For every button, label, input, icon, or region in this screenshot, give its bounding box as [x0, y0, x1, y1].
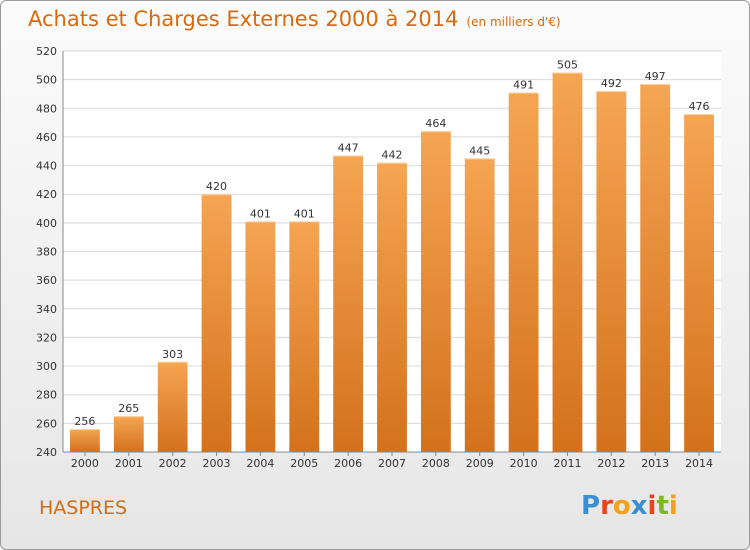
y-tick-label: 340 [36, 303, 57, 316]
logo-letter: o [612, 491, 631, 521]
bar [377, 162, 407, 452]
bar [157, 361, 188, 452]
bar [70, 429, 100, 452]
x-tick-label: 2004 [246, 457, 274, 470]
logo-letter: i [647, 491, 657, 521]
y-tick-label: 360 [36, 274, 57, 287]
town-name: HASPRES [39, 497, 128, 519]
bar [552, 72, 583, 452]
bar [464, 158, 495, 453]
data-label: 401 [250, 207, 271, 220]
bar-chart: 240 260 280 300 320 340 360 380 400 420 440 460 480 5… [36, 45, 721, 470]
y-tick-label: 300 [36, 360, 57, 373]
x-tick-label: 2007 [378, 457, 406, 470]
data-label: 442 [382, 149, 403, 162]
chart-title: Achats et Charges Externes 2000 à 2014 (e… [28, 7, 561, 31]
bar [289, 221, 320, 452]
data-label: 497 [645, 70, 666, 83]
chart-title-text: Achats et Charges Externes 2000 à 2014 [28, 7, 459, 31]
x-tick-label: 2010 [510, 457, 538, 470]
x-tick-label: 2008 [422, 457, 450, 470]
y-tick-label: 400 [36, 217, 57, 230]
data-label: 464 [425, 117, 446, 130]
x-tick-label: 2001 [115, 457, 143, 470]
bar [508, 92, 539, 453]
y-tick-label: 280 [36, 389, 57, 402]
data-label: 265 [118, 402, 139, 415]
bar [333, 155, 364, 452]
data-label: 491 [513, 79, 534, 92]
x-tick-label: 2005 [290, 457, 318, 470]
y-tick-label: 520 [36, 45, 57, 58]
x-tick-label: 2014 [685, 457, 713, 470]
data-label: 445 [469, 144, 490, 157]
x-tick-label: 2000 [71, 457, 99, 470]
logo-letter: x [630, 491, 648, 521]
logo-letter: P [581, 491, 601, 521]
y-tick-label: 500 [36, 74, 57, 87]
bar [201, 194, 232, 452]
y-tick-label: 260 [36, 417, 57, 430]
bar [245, 221, 276, 452]
data-label: 303 [162, 348, 183, 361]
data-label: 476 [689, 100, 710, 113]
x-tick-label: 2013 [641, 457, 669, 470]
x-tick-label: 2011 [553, 457, 581, 470]
data-label: 420 [206, 180, 227, 193]
y-tick-label: 240 [36, 446, 57, 459]
bar [640, 83, 671, 453]
y-tick-label: 420 [36, 188, 57, 201]
bar [113, 416, 144, 452]
chart-subtitle: (en milliers d'€) [466, 15, 561, 29]
x-tick-label: 2003 [203, 457, 231, 470]
x-tick-label: 2006 [334, 457, 362, 470]
data-label: 447 [338, 142, 359, 155]
data-label: 505 [557, 58, 578, 71]
bar [596, 91, 627, 452]
bar [420, 131, 451, 452]
x-tick-label: 2002 [159, 457, 187, 470]
logo-letter: i [668, 491, 678, 521]
bar [684, 114, 714, 452]
y-tick-label: 440 [36, 160, 57, 173]
y-tick-label: 320 [36, 331, 57, 344]
proxiti-logo[interactable]: Proxiti [581, 491, 678, 521]
x-tick-label: 2009 [466, 457, 494, 470]
logo-letter: t [656, 491, 669, 521]
y-tick-label: 480 [36, 102, 57, 115]
data-label: 401 [294, 207, 315, 220]
y-tick-label: 460 [36, 131, 57, 144]
x-tick-label: 2012 [597, 457, 625, 470]
y-tick-label: 380 [36, 246, 57, 259]
data-label: 256 [74, 415, 95, 428]
logo-letter: r [600, 491, 613, 521]
data-label: 492 [601, 77, 622, 90]
